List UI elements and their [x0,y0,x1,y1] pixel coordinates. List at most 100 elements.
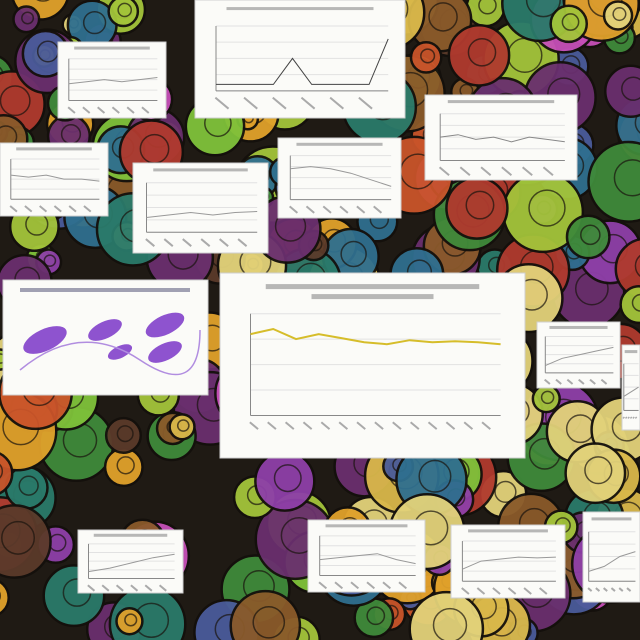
blob-core [116,456,135,475]
blob-core [580,224,601,246]
label-scribble [305,205,315,214]
blob-core [584,456,613,485]
label-scribble [68,205,77,213]
blob [0,452,14,495]
blob-core [540,390,555,405]
label-scribble [539,587,548,595]
label-scribble [438,166,450,176]
blob-core [465,190,495,220]
label-scribble [481,421,491,430]
label-scribble [358,96,373,110]
title-scribble [468,529,548,533]
blob-core [21,11,35,25]
title-scribble [325,524,408,528]
line-stroke [216,38,389,85]
petal [148,341,182,363]
label-scribble [427,421,438,430]
label-scribble [130,584,139,592]
label-scribble [101,584,110,592]
label-scribble [398,581,407,590]
label-scribble [182,238,192,247]
blob [0,504,52,579]
blob-core [494,480,517,504]
blob-core [273,464,302,493]
blob [104,416,143,454]
label-scribble [626,587,632,592]
blob [115,607,144,636]
label-scribble [289,205,299,214]
blob-core [116,425,134,443]
chart-card [77,529,184,594]
blob-core [634,111,640,134]
label-scribble [284,421,295,430]
label-scribble [334,581,344,590]
blob-core [467,38,497,67]
label-scribble [300,96,316,110]
blob-core [43,254,57,268]
chart-card [621,344,640,431]
line-stroke [319,553,416,565]
blob-core [420,48,436,64]
label-scribble [111,106,120,114]
blob-core [176,419,190,432]
label-scribble [141,106,150,114]
title-scribble [74,46,150,50]
card-paper [219,272,526,459]
blob [565,214,611,260]
label-scribble [459,166,471,176]
blob [408,590,485,640]
blob-core [366,606,386,626]
label-scribble [9,205,18,213]
blob-core [0,463,4,479]
line-stroke [146,211,258,218]
label-scribble [624,416,628,419]
label-scribble [82,106,91,114]
blob-core [1,520,36,555]
label-scribble [589,378,596,385]
swirl [19,329,201,376]
blob [168,413,196,441]
line-stroke [440,134,565,143]
label-scribble [366,581,376,590]
label-scribble [566,378,574,385]
blob-core [124,613,138,627]
blob-core [525,0,561,18]
chart-card [307,519,426,593]
blob-core [612,7,627,22]
label-scribble [144,584,153,592]
label-scribble [338,421,349,430]
label-scribble [629,416,633,419]
label-scribble [350,581,360,590]
label-scribble [39,205,48,213]
label-scribble [610,587,616,592]
blob-core [621,76,640,101]
blob [549,4,589,44]
label-scribble [322,205,332,214]
label-scribble [634,416,638,419]
label-scribble [627,416,630,419]
line-stroke [68,77,158,85]
blob-core [478,0,497,15]
label-scribble [214,96,230,110]
label-scribble [356,205,366,214]
label-scribble [461,587,470,595]
blob-core [340,240,367,268]
petal [145,312,185,338]
line-stroke [290,166,392,187]
label-scribble [445,421,456,430]
card-layer [0,0,640,603]
blob-core [428,2,458,32]
label-scribble [595,587,601,592]
label-scribble [67,106,76,114]
blob-core [631,293,640,312]
label-scribble [87,584,96,592]
chart-card [277,137,402,219]
chart-card [57,41,167,119]
label-scribble [632,416,635,419]
blob [12,5,41,34]
label-scribble [392,421,402,430]
card-paper [194,0,406,119]
blob [447,23,511,87]
line-stroke [250,327,501,346]
label-scribble [602,587,608,592]
